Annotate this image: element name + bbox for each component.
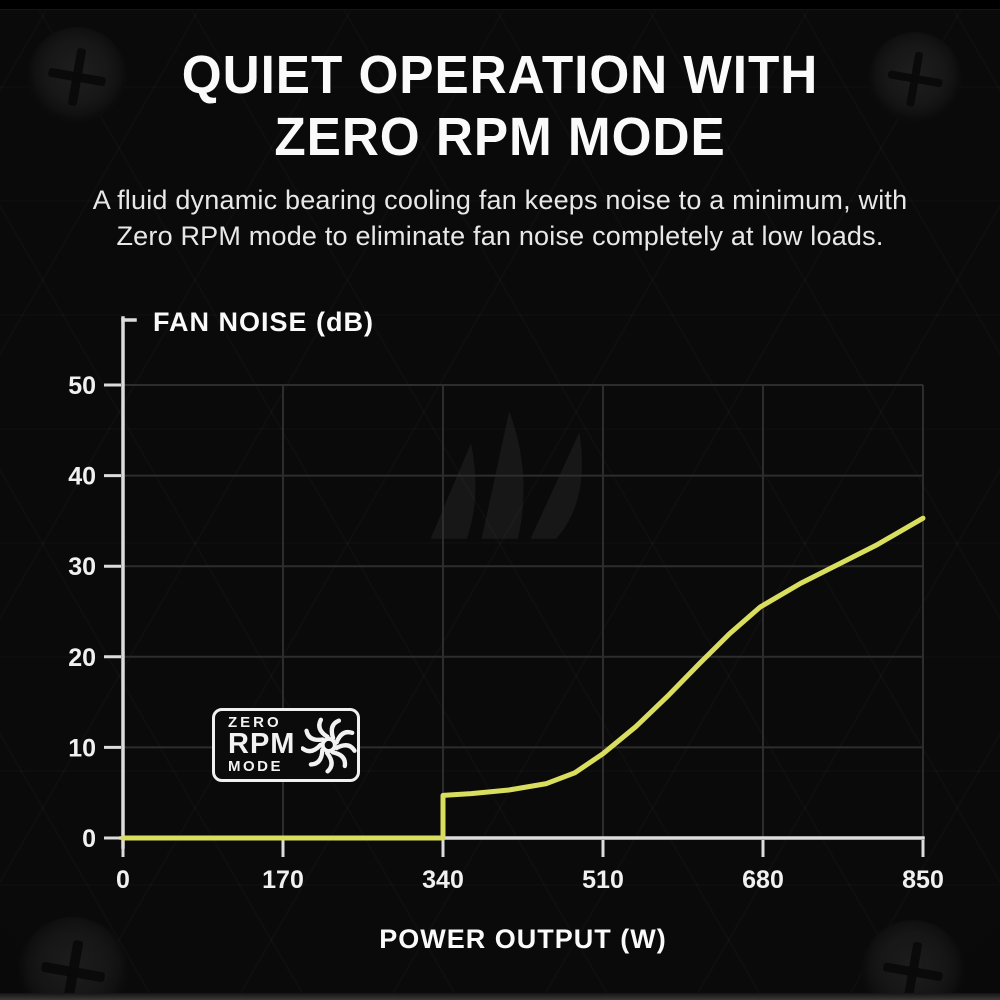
x-tick-label-0: 0 — [116, 866, 130, 894]
x-tick-label-170: 170 — [262, 866, 304, 894]
fan-blade — [334, 729, 355, 745]
x-tick-label-850: 850 — [902, 866, 944, 894]
chart-ticks: 0 10 20 30 40 50 0 170 340 510 680 850 — [68, 372, 944, 894]
y-axis-title: FAN NOISE (dB) — [153, 307, 374, 337]
zero-rpm-mode-badge: ZERO RPM MODE — [212, 708, 360, 782]
fan-blade — [334, 743, 357, 753]
fan-noise-curve — [120, 515, 926, 841]
fan-blade — [304, 728, 326, 743]
x-tick-label-680: 680 — [742, 866, 784, 894]
fan-hub — [321, 736, 338, 754]
bottom-edge — [0, 993, 1000, 1000]
chart-gridlines — [123, 384, 924, 838]
header: QUIET OPERATION WITH ZERO RPM MODE A flu… — [0, 44, 1000, 254]
top-edge — [0, 0, 1000, 10]
y-tick-label-10: 10 — [68, 734, 96, 762]
badge-word-zero: ZERO — [228, 714, 282, 731]
screw-icon — [868, 32, 962, 126]
screw-icon — [18, 917, 128, 1000]
fan-icon — [301, 717, 357, 774]
fan-blade — [325, 750, 335, 774]
screw-icon — [861, 920, 965, 1000]
y-tick-label-30: 30 — [68, 553, 96, 581]
page-title: QUIET OPERATION WITH ZERO RPM MODE — [25, 44, 975, 168]
zero-rpm-mode-label: ZERO RPM MODE — [228, 714, 296, 776]
fan-blade — [330, 750, 348, 769]
title-line-1: QUIET OPERATION WITH — [181, 45, 819, 105]
x-tick-label-340: 340 — [422, 866, 464, 894]
y-tick-label-0: 0 — [82, 825, 96, 853]
fan-blade — [330, 718, 342, 741]
fan-blade — [309, 747, 325, 767]
x-tick-label-510: 510 — [582, 866, 624, 894]
badge-word-mode: MODE — [228, 758, 283, 775]
fan-blade — [317, 717, 331, 740]
fan-blades — [301, 717, 357, 774]
subtitle-line-1: A fluid dynamic bearing cooling fan keep… — [92, 185, 908, 215]
page-subtitle: A fluid dynamic bearing cooling fan keep… — [0, 182, 1000, 254]
y-tick-label-20: 20 — [68, 644, 96, 672]
title-line-2: ZERO RPM MODE — [274, 107, 726, 167]
x-axis-title: POWER OUTPUT (W) — [379, 924, 666, 954]
y-tick-label-40: 40 — [68, 463, 96, 491]
subtitle-line-2: Zero RPM mode to eliminate fan noise com… — [116, 221, 884, 251]
screw-icon — [27, 27, 127, 127]
fan-blade — [301, 742, 324, 754]
y-tick-label-50: 50 — [68, 372, 96, 400]
badge-word-rpm: RPM — [228, 728, 296, 760]
